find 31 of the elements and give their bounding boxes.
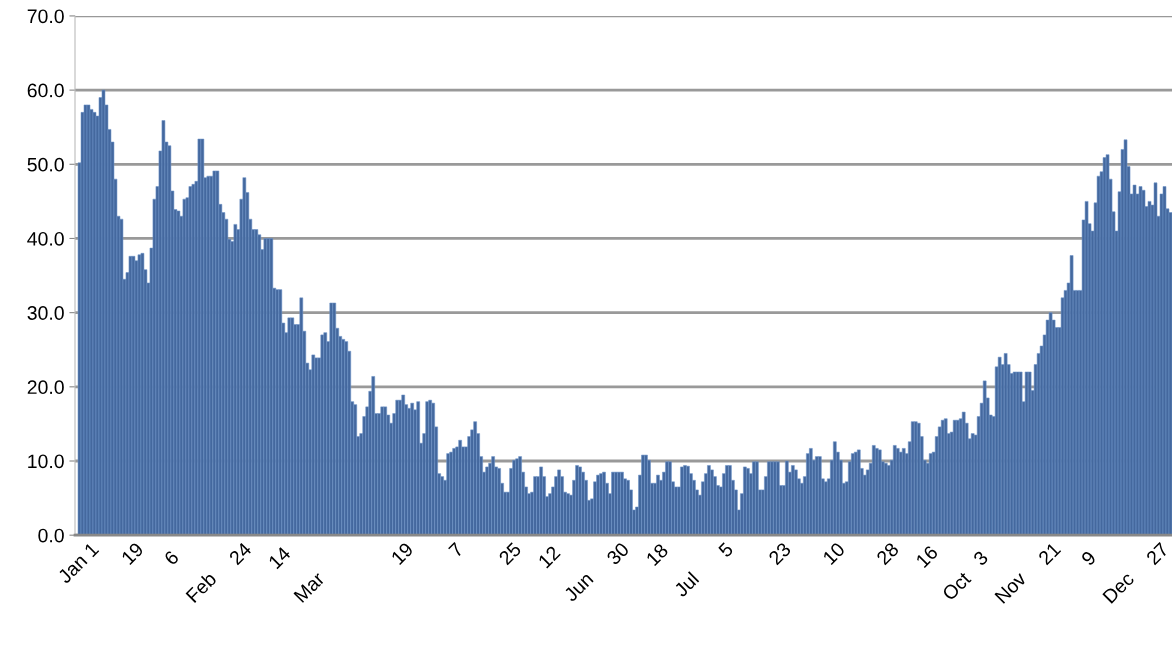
x-tick-label: 30 [605, 541, 630, 566]
x-tick-label: 21 [1037, 541, 1062, 566]
bar [167, 145, 172, 536]
x-tick-label: 25 [498, 541, 522, 566]
x-tick-label: 6 Feb [163, 549, 218, 604]
x-tick-label: 9 Dec [1080, 550, 1135, 604]
x-tick-label: 23 [767, 541, 792, 566]
bar [371, 376, 376, 536]
x-tick-label: 19 [120, 541, 145, 566]
x-tick-label: 12 Jun [537, 545, 594, 603]
x-tick-label: 3 Nov [972, 550, 1028, 604]
x-tick-label: 28 [875, 541, 900, 566]
bar [416, 401, 420, 536]
x-tick-label: 18 Jul [645, 542, 700, 598]
y-tick-label: 50.0 [27, 157, 64, 172]
x-tick-label: 7 [448, 541, 464, 558]
y-tick-label: 60.0 [27, 83, 64, 98]
x-tick-label: 24 [228, 541, 253, 566]
x-tick-label: 14 Mar [267, 545, 326, 604]
y-tick-label: 10.0 [28, 454, 64, 469]
x-tick-label: 19 [390, 541, 414, 566]
y-tick-label: 40.0 [27, 231, 64, 246]
x-tick-label: 27 [1145, 541, 1170, 566]
x-tick-label: 16 Oct [915, 544, 972, 602]
bar [1069, 255, 1074, 536]
x-tick-label: 5 [717, 541, 734, 558]
x-tick-label: 10 [822, 541, 846, 566]
y-tick-label: 30.0 [27, 306, 64, 320]
y-tick-label: 70.0 [27, 9, 64, 24]
y-tick-label: 0.0 [38, 528, 64, 543]
y-tick-label: 20.0 [27, 380, 64, 395]
